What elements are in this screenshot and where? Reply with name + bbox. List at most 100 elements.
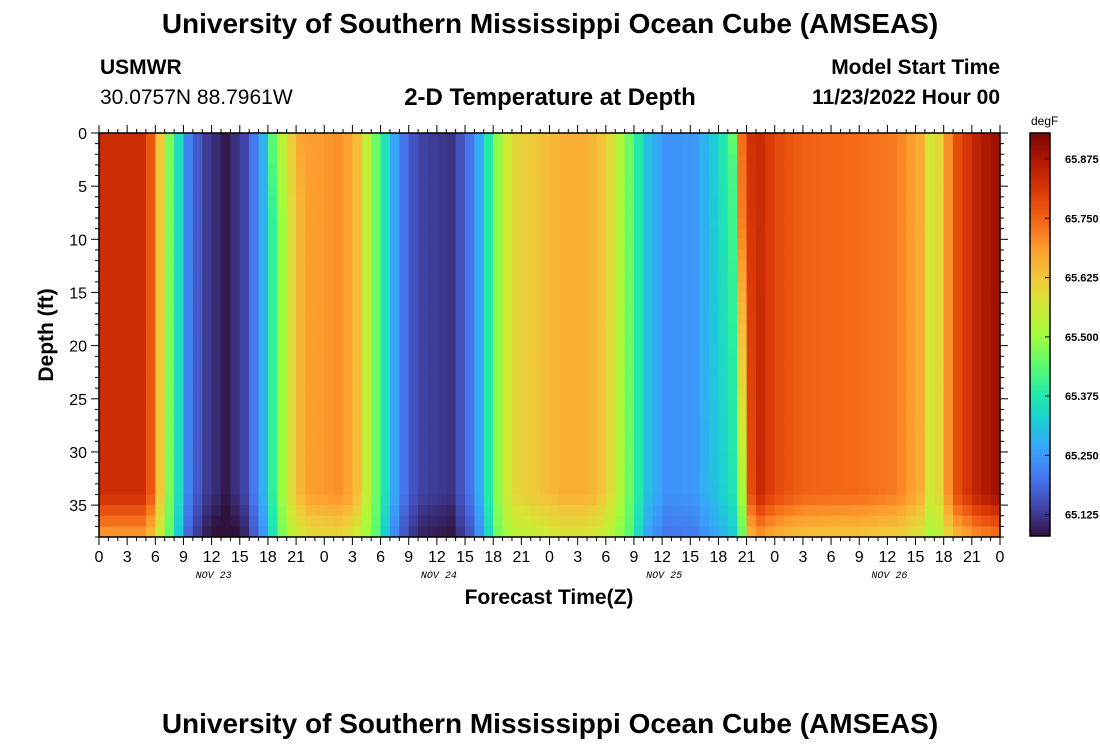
heatmap-cell: [202, 483, 213, 496]
heatmap-cell: [971, 398, 982, 411]
heatmap-cell: [249, 164, 260, 177]
heatmap-cell: [436, 281, 447, 294]
heatmap-cell: [540, 292, 551, 304]
heatmap-cell: [633, 164, 644, 177]
heatmap-cell: [577, 218, 588, 230]
heatmap-cell: [633, 483, 644, 496]
heatmap-cell: [136, 335, 147, 347]
heatmap-cell: [108, 420, 119, 432]
heatmap-cell: [389, 154, 400, 166]
heatmap-cell: [277, 441, 288, 453]
heatmap-cell: [568, 143, 579, 155]
heatmap-cell: [924, 281, 935, 294]
heatmap-cell: [793, 335, 804, 347]
heatmap-cell: [408, 175, 419, 187]
heatmap-cell: [380, 366, 391, 379]
heatmap-cell: [802, 133, 813, 145]
heatmap-cell: [446, 271, 457, 283]
heatmap-cell: [727, 398, 738, 411]
heatmap-cell: [136, 462, 147, 474]
heatmap-cell: [474, 430, 485, 442]
heatmap-cell: [906, 398, 917, 411]
heatmap-cell: [558, 207, 569, 219]
heatmap-cell: [906, 420, 917, 432]
heatmap-cell: [868, 366, 879, 379]
heatmap-cell: [436, 366, 447, 379]
heatmap-cell: [549, 430, 560, 442]
heatmap-cell: [784, 388, 795, 400]
heatmap-cell: [784, 494, 795, 506]
heatmap-cell: [361, 430, 372, 442]
heatmap-cell: [587, 249, 598, 262]
heatmap-cell: [389, 366, 400, 379]
heatmap-cell: [183, 356, 194, 368]
heatmap-cell: [502, 515, 513, 527]
heatmap-cell: [784, 430, 795, 442]
heatmap-cell: [596, 164, 607, 177]
heatmap-cell: [239, 154, 250, 166]
heatmap-cell: [446, 473, 457, 485]
heatmap-cell: [427, 313, 438, 325]
heatmap-cell: [436, 196, 447, 209]
heatmap-cell: [831, 249, 842, 262]
heatmap-cell: [718, 313, 729, 325]
heatmap-cell: [399, 356, 410, 368]
heatmap-cell: [690, 313, 701, 325]
heatmap-cell: [436, 356, 447, 368]
heatmap-cell: [127, 143, 138, 155]
heatmap-cell: [230, 303, 241, 315]
heatmap-cell: [286, 303, 297, 315]
heatmap-cell: [427, 164, 438, 177]
heatmap-cell: [615, 239, 626, 251]
heatmap-cell: [652, 451, 663, 464]
heatmap-cell: [746, 143, 757, 155]
heatmap-cell: [183, 335, 194, 347]
heatmap-cell: [483, 388, 494, 400]
heatmap-cell: [596, 175, 607, 187]
heatmap-cell: [192, 377, 203, 389]
heatmap-cell: [718, 398, 729, 411]
heatmap-cell: [962, 388, 973, 400]
heatmap-cell: [953, 313, 964, 325]
heatmap-cell: [652, 430, 663, 442]
heatmap-cell: [333, 175, 344, 187]
heatmap-cell: [953, 515, 964, 527]
heatmap-cell: [784, 260, 795, 272]
heatmap-cell: [840, 228, 851, 240]
heatmap-cell: [108, 473, 119, 485]
heatmap-cell: [680, 186, 691, 198]
heatmap-cell: [690, 133, 701, 145]
heatmap-cell: [877, 345, 888, 357]
heatmap-cell: [643, 133, 654, 145]
heatmap-cell: [802, 473, 813, 485]
heatmap-cell: [418, 366, 429, 379]
heatmap-cell: [239, 345, 250, 357]
heatmap-cell: [436, 143, 447, 155]
heatmap-cell: [953, 494, 964, 506]
heatmap-cell: [755, 154, 766, 166]
heatmap-cell: [755, 462, 766, 474]
heatmap-cell: [887, 133, 898, 145]
heatmap-cell: [737, 228, 748, 240]
heatmap-cell: [117, 164, 128, 177]
heatmap-cell: [267, 133, 278, 145]
heatmap-cell: [314, 356, 325, 368]
heatmap-cell: [924, 207, 935, 219]
heatmap-cell: [136, 398, 147, 411]
heatmap-cell: [699, 303, 710, 315]
heatmap-cell: [211, 164, 222, 177]
heatmap-cell: [174, 398, 185, 411]
heatmap-cell: [765, 260, 776, 272]
heatmap-cell: [530, 228, 541, 240]
heatmap-cell: [624, 377, 635, 389]
heatmap-cell: [831, 398, 842, 411]
heatmap-cell: [934, 260, 945, 272]
heatmap-cell: [662, 218, 673, 230]
heatmap-cell: [221, 494, 231, 506]
heatmap-cell: [915, 324, 926, 336]
heatmap-cell: [483, 303, 494, 315]
heatmap-cell: [924, 366, 935, 379]
heatmap-cell: [877, 377, 888, 389]
heatmap-cell: [558, 409, 569, 421]
heatmap-cell: [183, 451, 194, 464]
